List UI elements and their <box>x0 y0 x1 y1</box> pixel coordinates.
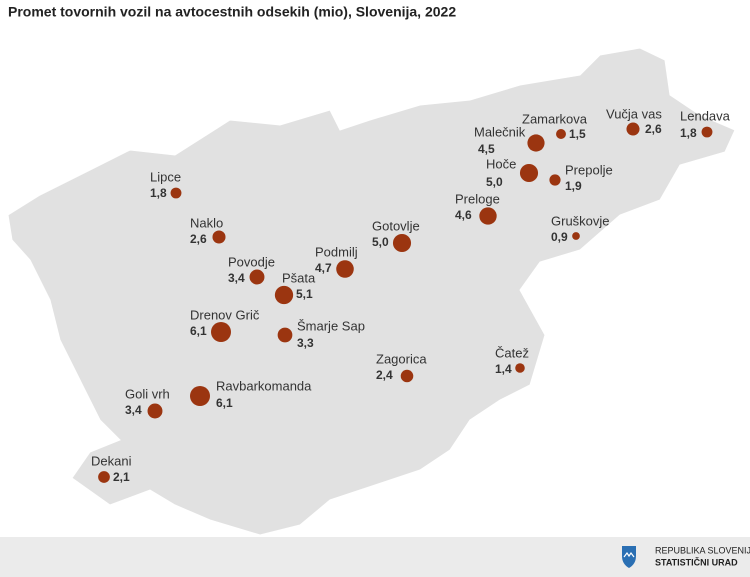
place-name: Preloge <box>455 191 500 206</box>
place-name: Ravbarkomanda <box>216 378 312 393</box>
place-name: Gruškovje <box>551 213 610 228</box>
place-name: Vučja vas <box>606 106 662 121</box>
footer-line2: STATISTIČNI URAD <box>655 556 738 567</box>
place-name: Čatež <box>495 345 529 360</box>
bubble <box>701 126 713 138</box>
value-label: 1,8 <box>150 186 167 200</box>
place-name: Zagorica <box>376 351 427 366</box>
value-label: 1,8 <box>680 126 697 140</box>
value-label: 4,7 <box>315 261 332 275</box>
place-name: Prepolje <box>565 162 613 177</box>
place-name: Pšata <box>282 270 316 285</box>
value-label: 6,1 <box>216 396 233 410</box>
bubble <box>170 187 182 199</box>
place-name: Gotovlje <box>372 218 420 233</box>
bubble <box>479 207 497 225</box>
logo-mark <box>623 551 635 558</box>
place-name: Podmilj <box>315 244 358 259</box>
bubble <box>212 230 226 244</box>
value-label: 1,9 <box>565 179 582 193</box>
place-name: Hoče <box>486 156 516 171</box>
bubble <box>556 129 566 139</box>
value-label: 2,6 <box>645 122 662 136</box>
value-label: 3,3 <box>297 336 314 350</box>
bubble <box>336 260 354 278</box>
bubble <box>626 122 640 136</box>
bubble <box>277 327 293 343</box>
place-name: Goli vrh <box>125 386 170 401</box>
place-name: Drenov Grič <box>190 307 260 322</box>
value-label: 5,1 <box>296 287 313 301</box>
bubble <box>249 269 265 285</box>
value-label: 5,0 <box>486 175 503 189</box>
place-name: Malečnik <box>474 124 526 139</box>
value-label: 2,1 <box>113 470 130 484</box>
bubble <box>274 285 294 305</box>
bubble <box>400 369 414 383</box>
value-label: 6,1 <box>190 324 207 338</box>
value-label: 3,4 <box>125 403 142 417</box>
place-name: Povodje <box>228 254 275 269</box>
bubble <box>572 232 580 240</box>
chart-title: Promet tovornih vozil na avtocestnih ods… <box>8 4 456 20</box>
value-label: 3,4 <box>228 271 245 285</box>
place-name: Lendava <box>680 108 731 123</box>
value-label: 5,0 <box>372 235 389 249</box>
place-name: Šmarje Sap <box>297 318 365 333</box>
place-name: Lipce <box>150 169 181 184</box>
value-label: 1,5 <box>569 127 586 141</box>
country-outline <box>7 47 736 536</box>
bubble <box>210 321 232 343</box>
value-label: 4,5 <box>478 142 495 156</box>
value-label: 2,4 <box>376 368 393 382</box>
place-name: Zamarkova <box>522 111 588 126</box>
value-label: 4,6 <box>455 208 472 222</box>
bubble <box>189 385 211 407</box>
bubble <box>147 403 163 419</box>
value-label: 1,4 <box>495 362 512 376</box>
bubble <box>392 233 412 253</box>
bubble <box>549 174 561 186</box>
bubble <box>527 134 545 152</box>
place-name: Dekani <box>91 453 132 468</box>
bubble <box>98 471 110 483</box>
value-label: 2,6 <box>190 232 207 246</box>
bubble <box>519 163 539 183</box>
value-label: 0,9 <box>551 230 568 244</box>
footer-line1: REPUBLIKA SLOVENIJA <box>655 545 750 555</box>
bubble <box>515 363 525 373</box>
place-name: Naklo <box>190 215 223 230</box>
footer-band <box>0 537 750 577</box>
